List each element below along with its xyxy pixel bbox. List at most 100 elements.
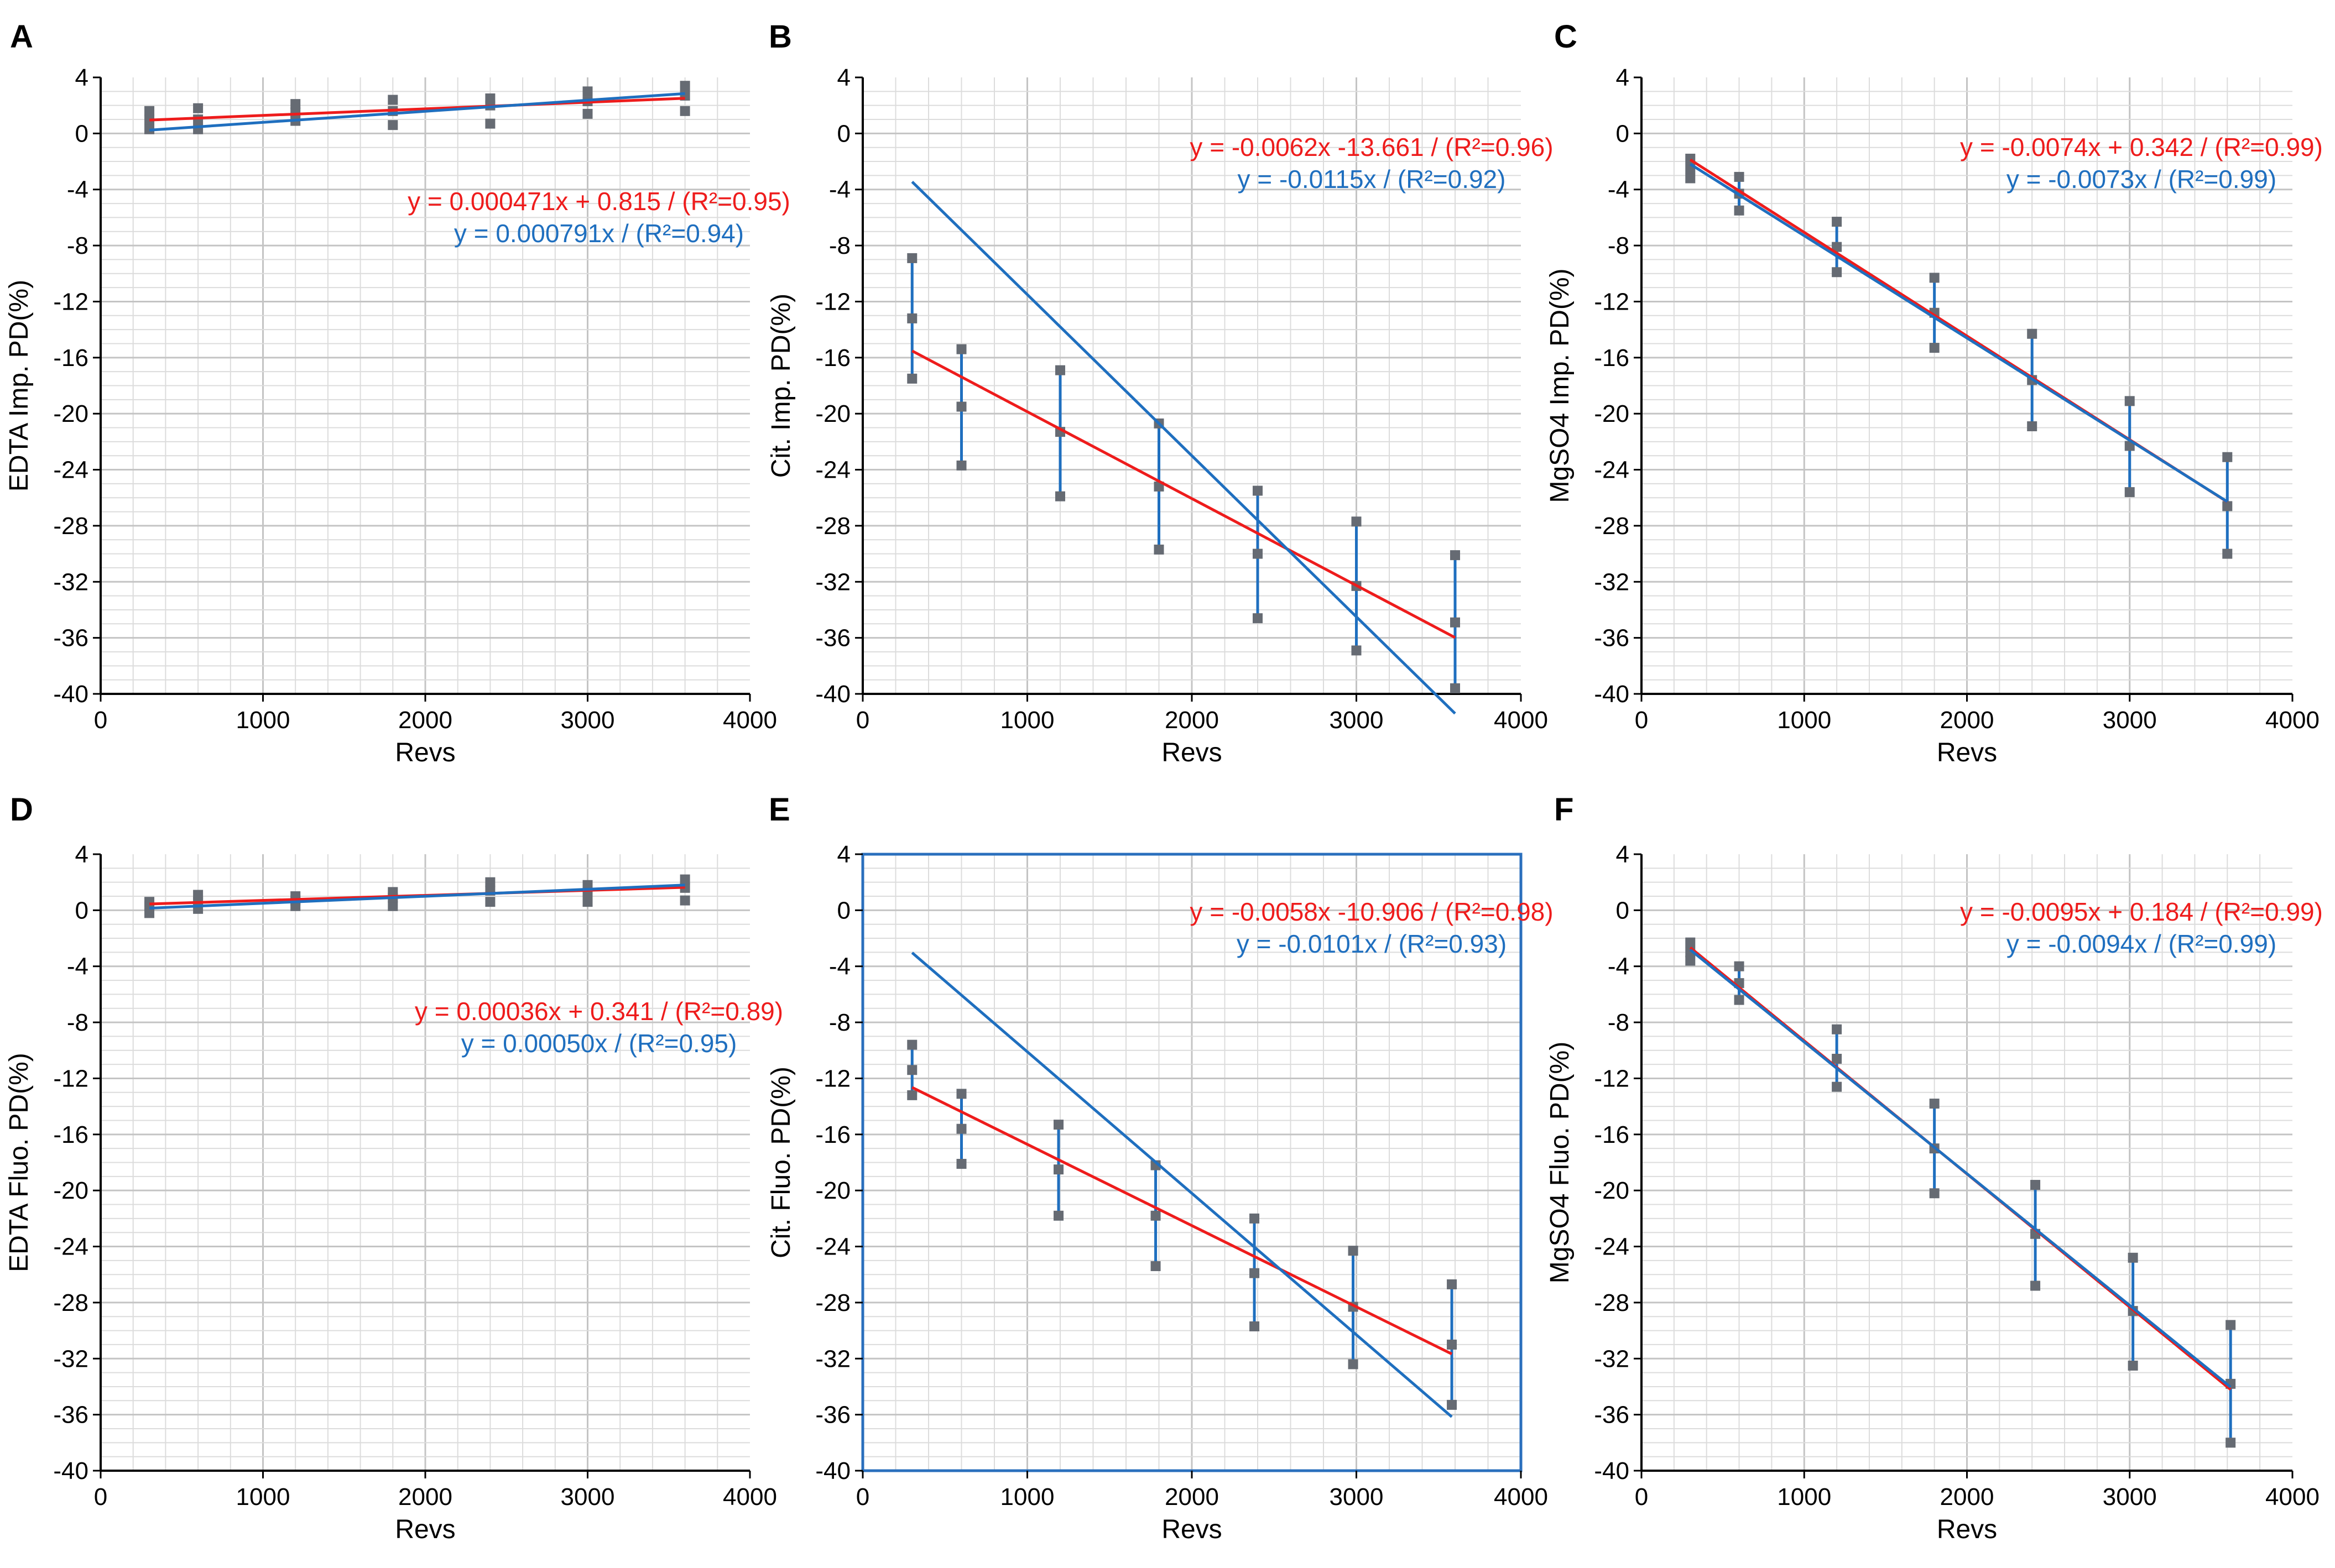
y-tick-label: -24 <box>53 457 88 484</box>
data-point <box>956 1123 967 1134</box>
data-point <box>1929 1188 1940 1199</box>
fit-line-blue-d <box>149 884 685 910</box>
data-marks-b <box>907 253 1460 693</box>
data-point <box>1150 1210 1161 1221</box>
data-point <box>1351 516 1362 527</box>
y-tick-label: -28 <box>815 513 851 540</box>
x-tick-label: 4000 <box>723 1483 777 1510</box>
data-point <box>956 401 967 412</box>
y-tick-label: -12 <box>1594 1065 1629 1092</box>
x-tick-label: 1000 <box>236 1483 290 1510</box>
data-point <box>1734 995 1744 1005</box>
data-point <box>1249 1213 1260 1224</box>
x-tick-label: 2000 <box>398 1483 452 1510</box>
data-point <box>1832 1053 1842 1064</box>
data-point <box>1253 485 1263 496</box>
data-point <box>485 118 496 129</box>
y-tick-label: -12 <box>53 1065 88 1092</box>
x-tick-label: 2000 <box>1165 1483 1219 1510</box>
data-point <box>193 103 204 113</box>
y-tick-label: -36 <box>1594 1402 1629 1429</box>
data-point <box>2222 452 2233 462</box>
y-tick-label: -16 <box>1594 344 1629 372</box>
data-point <box>1734 961 1744 971</box>
x-tick-label: 3000 <box>561 707 615 734</box>
data-point <box>680 874 690 885</box>
data-point <box>2027 421 2037 431</box>
y-tick-label: -40 <box>1594 1457 1629 1485</box>
data-point <box>1450 617 1460 628</box>
y-tick-label: 4 <box>75 841 88 868</box>
data-point <box>2030 1180 2041 1190</box>
panel-letter-c: C <box>1554 19 1577 55</box>
panel-letter-e: E <box>769 792 790 828</box>
x-tick-label: 3000 <box>561 1483 615 1510</box>
data-point <box>1685 937 1696 948</box>
fit-equation-red-a: y = 0.000471x + 0.815 / (R²=0.95) <box>408 187 790 216</box>
x-axis-label-c: Revs <box>1937 738 1997 767</box>
gridlines-e <box>863 854 1521 1471</box>
data-point <box>1929 273 1940 283</box>
data-point <box>2030 1280 2041 1291</box>
y-axis-label-c: MgSO4 Imp. PD(%) <box>1545 268 1575 503</box>
data-point <box>2225 1438 2236 1448</box>
y-tick-label: 4 <box>75 64 88 91</box>
data-point <box>907 253 918 263</box>
y-tick-label: -36 <box>815 625 851 652</box>
gridlines-d <box>101 854 750 1471</box>
y-tick-label: -28 <box>815 1289 851 1316</box>
y-tick-label: -4 <box>829 953 851 980</box>
x-tick-label: 3000 <box>2103 1483 2157 1510</box>
x-tick-label: 3000 <box>2103 707 2157 734</box>
x-axis-label-a: Revs <box>395 738 455 767</box>
y-tick-label: -4 <box>1608 953 1629 980</box>
x-tick-label: 4000 <box>723 707 777 734</box>
data-point <box>1055 365 1065 375</box>
y-tick-label: -16 <box>53 344 88 372</box>
x-tick-label: 4000 <box>1494 1483 1548 1510</box>
y-tick-label: -8 <box>1608 232 1629 259</box>
y-tick-label: -36 <box>53 1402 88 1429</box>
y-tick-label: -36 <box>53 625 88 652</box>
data-point <box>956 344 967 354</box>
fit-equation-blue-b: y = -0.0115x / (R²=0.92) <box>1238 165 1506 194</box>
fit-equation-red-c: y = -0.0074x + 0.342 / (R²=0.99) <box>1960 133 2323 161</box>
y-tick-label: -32 <box>1594 1345 1629 1372</box>
data-point <box>2222 548 2233 559</box>
data-point <box>680 895 690 906</box>
panel-b: 0 1000 2000 3000 4000 4 0 -4 -8 -12 -16 -20 -24 -28 -3… <box>767 19 1554 767</box>
x-axis-label-d: Revs <box>395 1515 455 1544</box>
panel-a: 0 1000 2000 3000 4000 4 0 -4 -8 -12 -16 -20 -24 -28 -3… <box>4 19 790 767</box>
y-tick-label: 0 <box>837 120 851 147</box>
data-point <box>1447 1399 1457 1410</box>
y-tick-label: 4 <box>837 841 851 868</box>
y-tick-label: -36 <box>815 1402 851 1429</box>
y-tick-label: -12 <box>53 288 88 315</box>
data-point <box>907 1065 918 1075</box>
data-point <box>1351 645 1362 656</box>
y-tick-label: -40 <box>53 681 88 708</box>
y-axis-label-f: MgSO4 Fluo. PD(%) <box>1545 1042 1575 1283</box>
y-axis-label-b: Cit. Imp. PD(%) <box>767 294 796 478</box>
y-axis-label-e: Cit. Fluo. PD(%) <box>767 1067 796 1258</box>
data-point <box>1832 217 1842 227</box>
x-tick-label: 0 <box>856 707 869 734</box>
x-tick-label: 0 <box>856 1483 869 1510</box>
y-tick-label: -20 <box>815 1177 851 1204</box>
x-tick-label: 2000 <box>1940 1483 1994 1510</box>
y-axis-label-d: EDTA Fluo. PD(%) <box>4 1053 34 1272</box>
data-point <box>2027 328 2037 339</box>
panel-d: 0 1000 2000 3000 4000 4 0 -4 -8 -12 -16 -20 -24 -28 -3… <box>4 792 783 1544</box>
data-point <box>1447 1279 1457 1289</box>
x-tick-label: 0 <box>1635 1483 1648 1510</box>
data-point <box>1450 683 1460 693</box>
data-point <box>1450 550 1460 561</box>
y-tick-label: -32 <box>53 568 88 595</box>
fit-equation-red-f: y = -0.0095x + 0.184 / (R²=0.99) <box>1960 897 2323 926</box>
x-axis-label-f: Revs <box>1937 1515 1997 1544</box>
y-tick-label: -40 <box>815 1457 851 1485</box>
data-point <box>2124 396 2135 406</box>
data-point <box>582 897 593 907</box>
data-point <box>1150 1261 1161 1272</box>
